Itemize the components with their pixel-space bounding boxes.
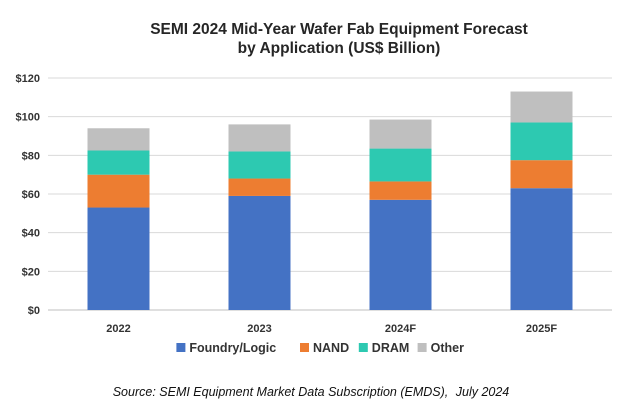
bar-dram-2022 [87,150,150,175]
legend-label: NAND [313,341,349,355]
bar-dram-2025f [510,122,573,161]
x-tick-label: 2023 [247,323,271,335]
legend-label: Other [431,341,464,355]
bars [87,91,573,310]
y-tick-label: $100 [16,112,40,124]
source-date: July 2024 [455,385,510,399]
chart-subtitle: by Application (US$ Billion) [238,40,441,57]
source-note: Source: SEMI Equipment Market Data Subsc… [113,385,510,399]
y-tick-label: $40 [22,228,40,240]
bar-nand-2025f [510,160,573,189]
y-tick-label: $0 [28,305,40,317]
y-tick-label: $120 [16,73,40,85]
y-axis: $0 $20 $40 $60 $80 $100 $120 [16,73,40,317]
legend: Foundry/Logic NAND DRAM Other [176,341,464,355]
x-tick-label: 2025F [526,323,557,335]
bar-foundry-logic-2022 [87,207,150,310]
bar-foundry-logic-2024f [369,199,432,310]
bar-other-2025f [510,91,573,123]
bar-other-2024f [369,119,432,149]
bar-other-2023 [228,124,291,152]
legend-swatch [358,343,368,352]
bar-foundry-logic-2025f [510,188,573,310]
bar-nand-2023 [228,178,291,196]
bar-foundry-logic-2023 [228,195,291,310]
bar-other-2022 [87,128,150,151]
legend-label: DRAM [372,341,410,355]
y-tick-label: $60 [22,189,40,201]
x-tick-label: 2024F [385,323,416,335]
x-tick-label: 2022 [106,323,130,335]
legend-swatch [300,343,309,352]
y-tick-label: $20 [22,266,40,278]
bar-nand-2022 [87,174,150,208]
bar-dram-2023 [228,151,291,179]
bar-nand-2024f [369,181,432,200]
chart-title: SEMI 2024 Mid-Year Wafer Fab Equipment F… [150,21,528,38]
bar-dram-2024f [369,148,432,182]
x-axis: 2022 2023 2024F 2025F [106,323,557,335]
legend-label: Foundry/Logic [189,341,276,355]
y-tick-label: $80 [22,150,40,162]
legend-swatch [176,343,186,352]
legend-swatch [417,343,427,352]
source-label: Source: SEMI Equipment Market Data Subsc… [113,385,449,399]
